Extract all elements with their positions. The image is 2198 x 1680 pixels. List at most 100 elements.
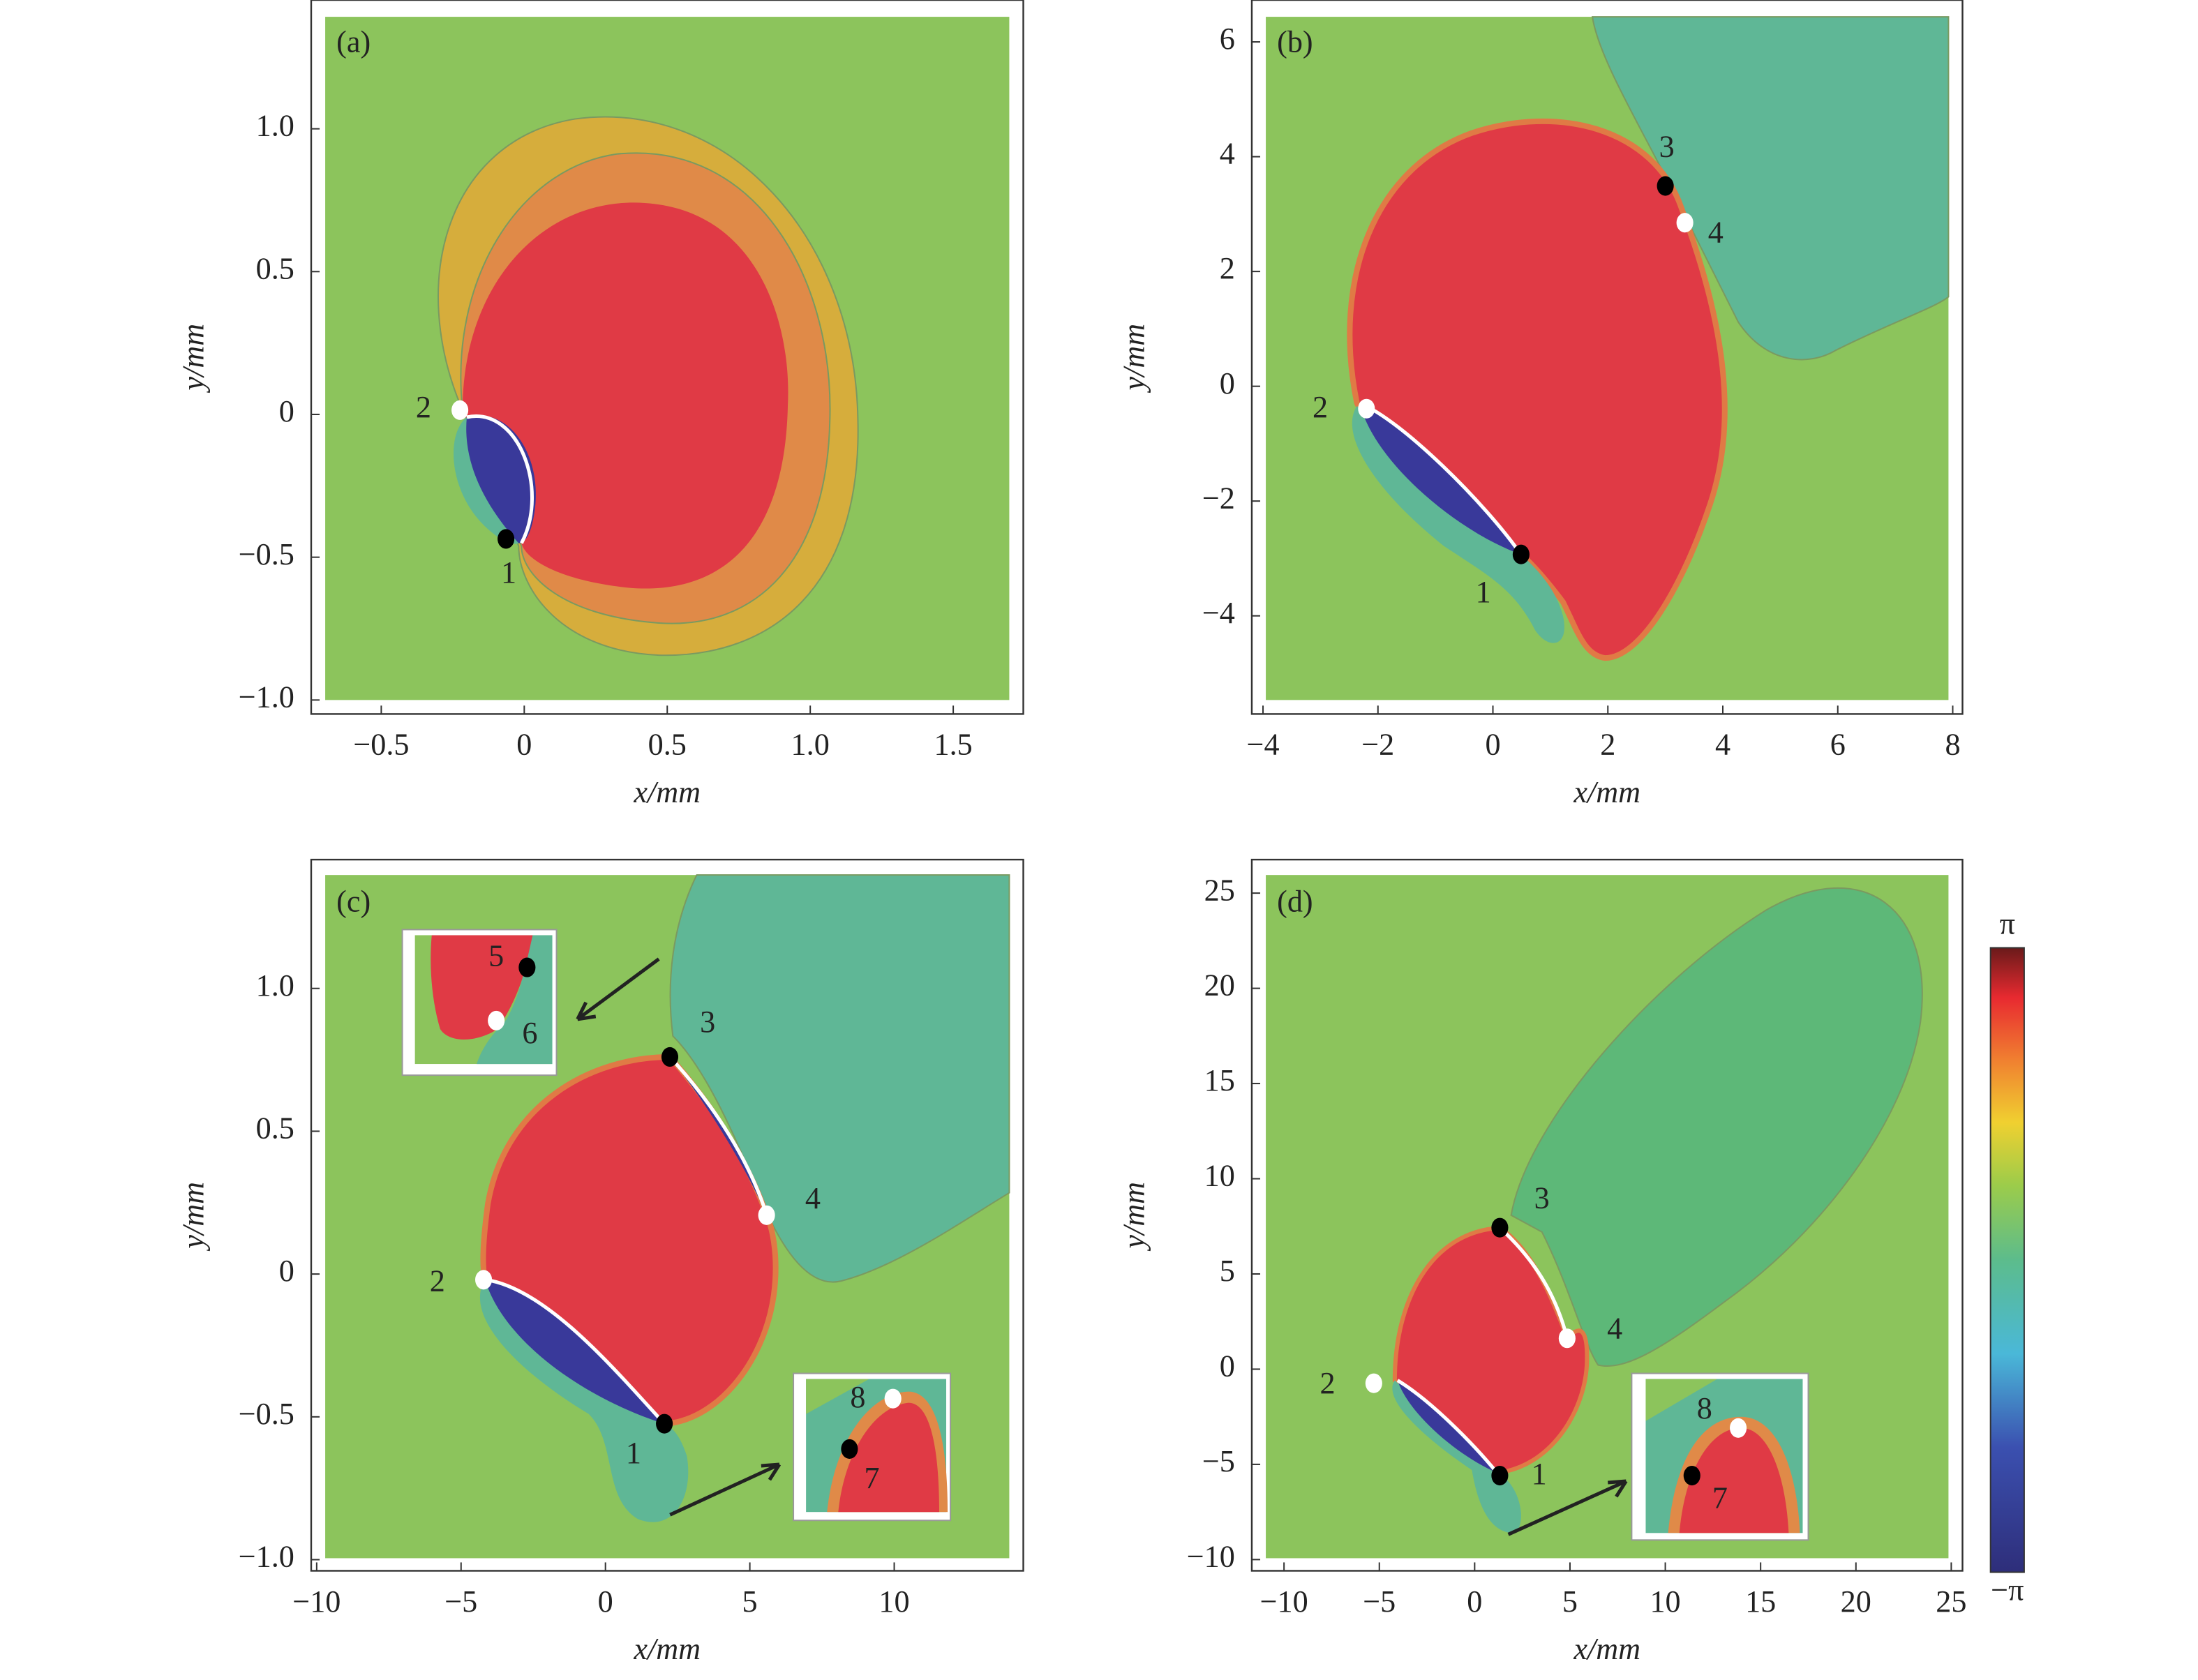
point-label: 3 bbox=[1659, 130, 1675, 164]
singularity-point bbox=[656, 1413, 673, 1434]
x-tick-label: 1.0 bbox=[791, 728, 830, 762]
x-tick-label: 20 bbox=[1841, 1584, 1871, 1619]
inset-label: 7 bbox=[1712, 1480, 1728, 1515]
y-tick-label: −10 bbox=[1187, 1540, 1235, 1574]
x-tick-label: 5 bbox=[742, 1584, 758, 1619]
y-tick-label: 0 bbox=[1220, 1349, 1235, 1383]
x-tick-label: −10 bbox=[1260, 1584, 1308, 1619]
y-tick-label: 0.5 bbox=[256, 1111, 294, 1146]
x-tick-label: 5 bbox=[1562, 1584, 1578, 1619]
singularity-point bbox=[1558, 1328, 1576, 1349]
panel-b-regions bbox=[1250, 0, 1964, 715]
panel-label: (b) bbox=[1277, 24, 1313, 59]
point-label: 2 bbox=[1319, 1366, 1335, 1400]
y-tick-label: 1.0 bbox=[256, 109, 294, 143]
y-tick-label: 15 bbox=[1204, 1063, 1235, 1097]
inset-point bbox=[488, 1010, 505, 1030]
y-tick-label: −5 bbox=[1202, 1444, 1235, 1478]
panel-label: (a) bbox=[336, 24, 371, 59]
x-tick-label: 1.5 bbox=[934, 728, 972, 762]
x-tick-label: 2 bbox=[1600, 728, 1615, 762]
point-label: 1 bbox=[1532, 1457, 1547, 1491]
x-tick-label: −0.5 bbox=[353, 728, 409, 762]
y-tick-label: 5 bbox=[1220, 1254, 1235, 1288]
y-tick-label: 20 bbox=[1204, 968, 1235, 1003]
colorbar-max-label: π bbox=[2000, 907, 2015, 941]
y-tick-label: 0 bbox=[279, 1254, 294, 1288]
point-label: 1 bbox=[626, 1436, 641, 1470]
inset-point bbox=[841, 1439, 858, 1459]
singularity-point bbox=[1358, 398, 1375, 419]
x-tick-label: −2 bbox=[1361, 728, 1394, 762]
x-tick-label: 10 bbox=[879, 1584, 909, 1619]
point-label: 2 bbox=[430, 1263, 445, 1298]
panel-label: (d) bbox=[1277, 884, 1313, 918]
inset-point bbox=[518, 957, 536, 977]
singularity-point bbox=[1365, 1373, 1382, 1393]
singularity-point bbox=[1676, 213, 1694, 233]
colorbar-min-label: −π bbox=[1991, 1573, 2024, 1607]
y-tick-label: −4 bbox=[1202, 596, 1235, 630]
y-axis-label: y/mm bbox=[1116, 1182, 1151, 1252]
y-tick-label: −0.5 bbox=[239, 537, 294, 571]
x-axis-label: x/mm bbox=[633, 1632, 701, 1666]
singularity-point bbox=[474, 1270, 493, 1290]
colorbar: π −π bbox=[1989, 907, 2025, 1607]
point-label: 3 bbox=[1534, 1181, 1550, 1215]
singularity-point bbox=[451, 400, 469, 420]
x-tick-label: 0 bbox=[516, 728, 532, 762]
x-tick-label: 0 bbox=[1467, 1584, 1482, 1619]
x-tick-label: 8 bbox=[1945, 728, 1960, 762]
singularity-point bbox=[1491, 1465, 1509, 1486]
point-label: 4 bbox=[1708, 215, 1724, 249]
inset-label: 7 bbox=[865, 1461, 880, 1495]
y-axis-label: y/mm bbox=[176, 1182, 210, 1252]
point-label: 4 bbox=[1607, 1311, 1622, 1345]
y-tick-label: 25 bbox=[1204, 873, 1235, 907]
y-tick-label: −0.5 bbox=[239, 1397, 294, 1431]
x-tick-label: 0 bbox=[1485, 728, 1500, 762]
singularity-point bbox=[1512, 544, 1530, 564]
x-axis-label: x/mm bbox=[1573, 1632, 1640, 1666]
y-tick-label: 10 bbox=[1204, 1159, 1235, 1193]
x-tick-label: 15 bbox=[1745, 1584, 1776, 1619]
point-label: 3 bbox=[700, 1005, 715, 1039]
x-axis-label: x/mm bbox=[633, 775, 701, 809]
x-axis-label: x/mm bbox=[1573, 775, 1640, 809]
inset-label: 8 bbox=[850, 1380, 865, 1414]
panel-label: (c) bbox=[336, 884, 371, 918]
inset-point bbox=[1683, 1465, 1700, 1486]
point-label: 2 bbox=[1313, 390, 1328, 424]
point-label: 1 bbox=[501, 555, 516, 590]
inset-label: 5 bbox=[488, 939, 504, 973]
y-tick-label: 0.5 bbox=[256, 251, 294, 285]
x-tick-label: 0.5 bbox=[648, 728, 687, 762]
y-tick-label: 4 bbox=[1220, 137, 1235, 171]
y-tick-label: 0 bbox=[279, 394, 294, 428]
x-tick-label: −4 bbox=[1247, 728, 1280, 762]
singularity-point bbox=[1491, 1217, 1509, 1238]
y-tick-label: −2 bbox=[1202, 481, 1235, 515]
x-tick-label: 25 bbox=[1936, 1584, 1966, 1619]
y-tick-label: 0 bbox=[1220, 366, 1235, 400]
point-label: 2 bbox=[416, 390, 431, 424]
singularity-point bbox=[498, 529, 515, 549]
inset-label: 8 bbox=[1697, 1391, 1712, 1425]
singularity-point bbox=[758, 1205, 775, 1225]
x-tick-label: 10 bbox=[1650, 1584, 1680, 1619]
x-tick-label: 4 bbox=[1715, 728, 1730, 762]
y-tick-label: 6 bbox=[1220, 22, 1235, 56]
x-tick-label: 0 bbox=[598, 1584, 613, 1619]
panel-c-regions bbox=[310, 858, 1024, 1572]
point-label: 1 bbox=[1476, 575, 1491, 609]
y-tick-label: −1.0 bbox=[239, 1540, 294, 1574]
y-tick-label: 1.0 bbox=[256, 968, 294, 1003]
singularity-point bbox=[661, 1047, 679, 1067]
x-tick-label: −10 bbox=[292, 1584, 341, 1619]
inset-point bbox=[1730, 1418, 1747, 1438]
y-tick-label: 2 bbox=[1220, 251, 1235, 285]
x-tick-label: −5 bbox=[1363, 1584, 1396, 1619]
x-tick-label: −5 bbox=[444, 1584, 477, 1619]
